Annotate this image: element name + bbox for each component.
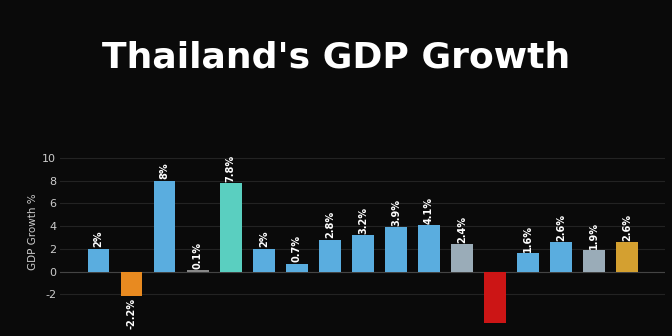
Text: 4.1%: 4.1%	[424, 197, 434, 224]
Text: 3.2%: 3.2%	[358, 207, 368, 234]
Y-axis label: GDP Growth %: GDP Growth %	[28, 194, 38, 270]
Text: 1.6%: 1.6%	[523, 225, 533, 252]
Text: 8%: 8%	[160, 163, 170, 179]
Bar	[583, 250, 605, 271]
Text: 2%: 2%	[259, 231, 269, 248]
Bar	[485, 271, 506, 336]
Bar	[220, 183, 241, 271]
Text: 2.6%: 2.6%	[622, 214, 632, 241]
Text: 3.9%: 3.9%	[391, 199, 401, 226]
Bar	[154, 181, 175, 271]
Bar	[550, 242, 572, 271]
Text: 7.8%: 7.8%	[226, 155, 236, 182]
Bar	[121, 271, 142, 296]
Text: 0.7%: 0.7%	[292, 235, 302, 262]
Text: 2.8%: 2.8%	[325, 211, 335, 239]
Bar	[253, 249, 275, 271]
Text: 0.1%: 0.1%	[193, 242, 203, 269]
Bar	[88, 249, 110, 271]
Bar	[418, 225, 439, 271]
Bar	[616, 242, 638, 271]
Text: Thailand's GDP Growth: Thailand's GDP Growth	[102, 40, 570, 74]
Bar	[319, 240, 341, 271]
Text: 2.6%: 2.6%	[556, 214, 566, 241]
Bar	[517, 253, 539, 271]
Text: -2.2%: -2.2%	[127, 298, 136, 329]
Text: 2.4%: 2.4%	[457, 216, 467, 243]
Text: 1.9%: 1.9%	[589, 222, 599, 249]
Bar	[385, 227, 407, 271]
Text: 2%: 2%	[93, 231, 103, 248]
Bar	[286, 263, 308, 271]
Bar	[187, 270, 208, 271]
Bar	[352, 235, 374, 271]
Bar	[451, 244, 472, 271]
